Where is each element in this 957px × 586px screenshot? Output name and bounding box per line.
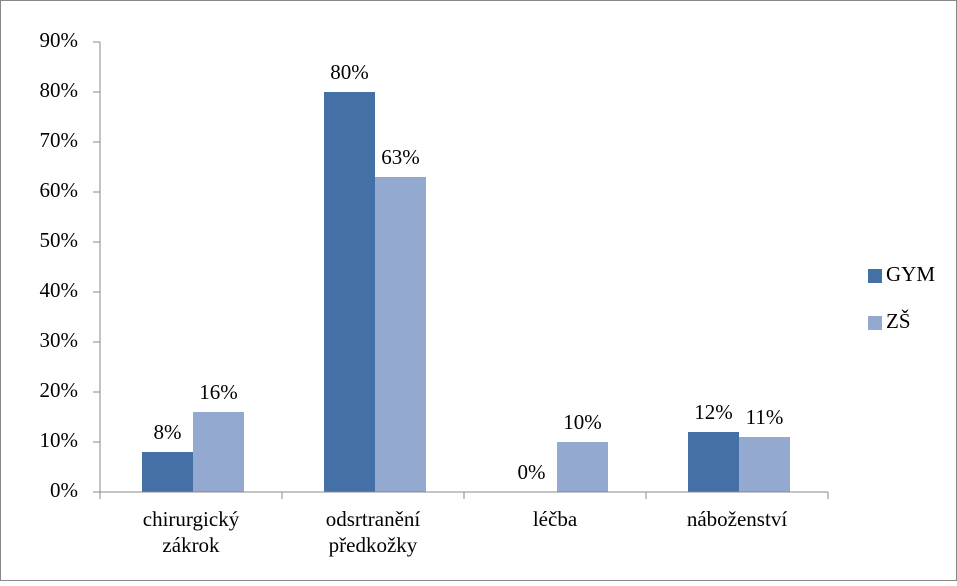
x-tick-label-box: léčba bbox=[532, 507, 578, 531]
bar bbox=[557, 442, 608, 492]
x-tick-label-box: náboženství bbox=[686, 507, 788, 531]
bar bbox=[193, 412, 244, 492]
data-label: 80% bbox=[330, 60, 369, 84]
x-tick-label-box: chirurgický zákrok bbox=[142, 507, 240, 557]
bar bbox=[142, 452, 193, 492]
x-tick-label: léčba bbox=[532, 507, 578, 531]
x-tick-label-box: odsrtranění předkožky bbox=[325, 507, 421, 557]
y-tick-label: 30% bbox=[40, 328, 79, 352]
y-tick-label: 40% bbox=[40, 278, 79, 302]
data-label: 12% bbox=[694, 400, 733, 424]
bar bbox=[688, 432, 739, 492]
bar bbox=[375, 177, 426, 492]
bar bbox=[739, 437, 790, 492]
legend-label: ZŠ bbox=[886, 309, 911, 333]
y-tick-label: 90% bbox=[40, 28, 79, 52]
x-tick-label: chirurgický zákrok bbox=[142, 507, 240, 557]
y-tick-label: 10% bbox=[40, 428, 79, 452]
bar bbox=[324, 92, 375, 492]
y-tick-label: 0% bbox=[50, 478, 78, 502]
x-tick-label: náboženství bbox=[686, 507, 788, 531]
legend-label: GYM bbox=[886, 262, 935, 286]
x-tick-label: odsrtranění předkožky bbox=[325, 507, 421, 557]
data-label: 16% bbox=[199, 380, 238, 404]
data-label: 63% bbox=[381, 145, 420, 169]
legend-swatch bbox=[868, 316, 882, 330]
y-tick-label: 60% bbox=[40, 178, 79, 202]
y-tick-label: 50% bbox=[40, 228, 79, 252]
y-tick-label: 20% bbox=[40, 378, 79, 402]
data-label: 0% bbox=[518, 460, 546, 484]
data-label: 11% bbox=[746, 405, 784, 429]
data-label: 10% bbox=[563, 410, 602, 434]
y-tick-label: 70% bbox=[40, 128, 79, 152]
data-label: 8% bbox=[154, 420, 182, 444]
legend-swatch bbox=[868, 269, 882, 283]
y-tick-label: 80% bbox=[40, 78, 79, 102]
